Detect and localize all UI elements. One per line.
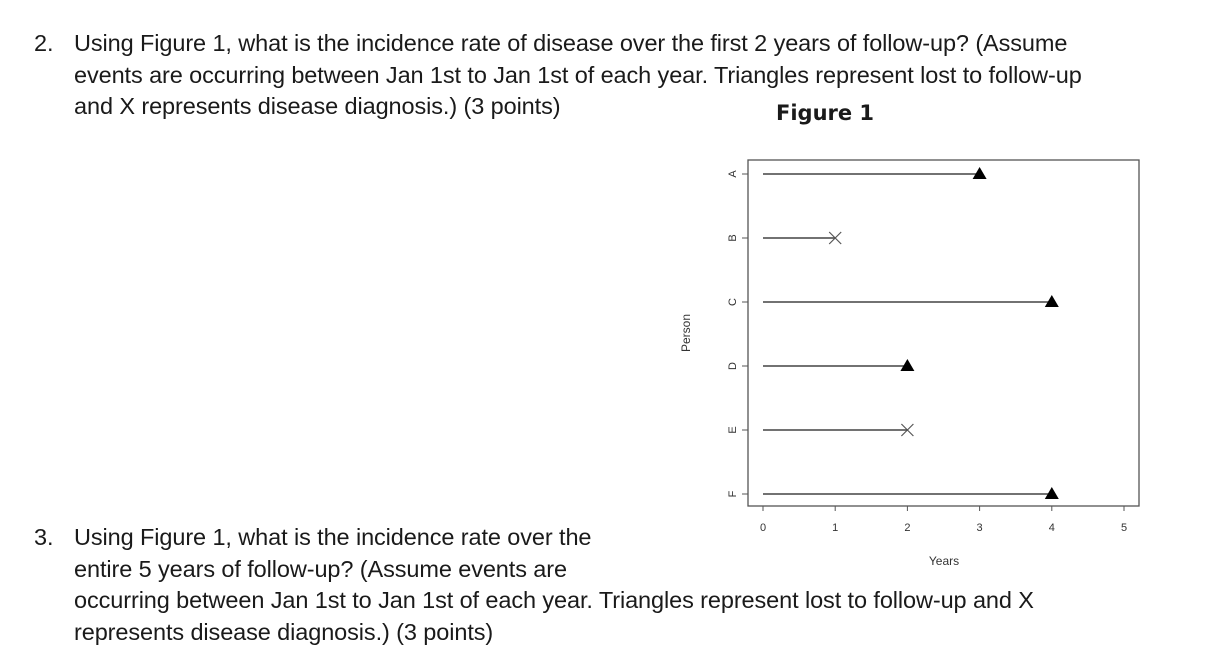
disease-diagnosis-x-icon [900,423,914,437]
x-tick-label: 2 [904,522,910,534]
question-3: 3. Using Figure 1, what is the incidence… [34,522,1034,648]
figure-title: Figure 1 [776,101,875,125]
question-number: 2. [34,30,54,56]
question-2: 2. Using Figure 1, what is the incidence… [34,28,1082,123]
question-number: 3. [34,524,54,550]
y-tick-label: D [727,362,739,370]
question-text-line: Using Figure 1, what is the incidence ra… [74,30,1068,56]
x-tick-label: 4 [1049,522,1055,534]
question-text-line: entire 5 years of follow-up? (Assume eve… [74,555,567,582]
y-tick-label: F [727,490,739,497]
follow-up-line-f [763,487,1059,499]
lost-to-follow-up-triangle-icon [972,167,987,179]
y-axis-label: Person [679,314,693,352]
disease-diagnosis-x-icon [828,231,842,245]
x-tick-label: 3 [977,522,983,534]
x-axis-label: Years [929,554,959,568]
follow-up-line-a [763,167,987,179]
lost-to-follow-up-triangle-icon [900,359,915,371]
follow-up-line-e [763,423,914,437]
y-tick-label: B [727,234,739,241]
question-text-line: Using Figure 1, what is the incidence ra… [74,524,592,550]
question-text-line: represents disease diagnosis.) (3 points… [74,618,494,645]
x-tick-label: 0 [760,522,766,534]
follow-up-line-b [763,231,842,245]
question-text-line: events are occurring between Jan 1st to … [74,61,1082,88]
y-tick-label: A [727,170,739,178]
plot-frame [747,159,1140,507]
question-text-line: and X represents disease diagnosis.) (3 … [74,93,561,119]
y-tick-label: E [727,426,739,433]
question-text-line: occurring between Jan 1st to Jan 1st of … [74,587,1034,613]
follow-up-line-c [763,295,1059,307]
lost-to-follow-up-triangle-icon [1044,487,1059,499]
x-tick-label: 1 [832,522,838,534]
y-tick-label: C [727,298,739,306]
x-tick-label: 5 [1121,522,1127,534]
follow-up-line-d [763,359,915,371]
lost-to-follow-up-triangle-icon [1044,295,1059,307]
